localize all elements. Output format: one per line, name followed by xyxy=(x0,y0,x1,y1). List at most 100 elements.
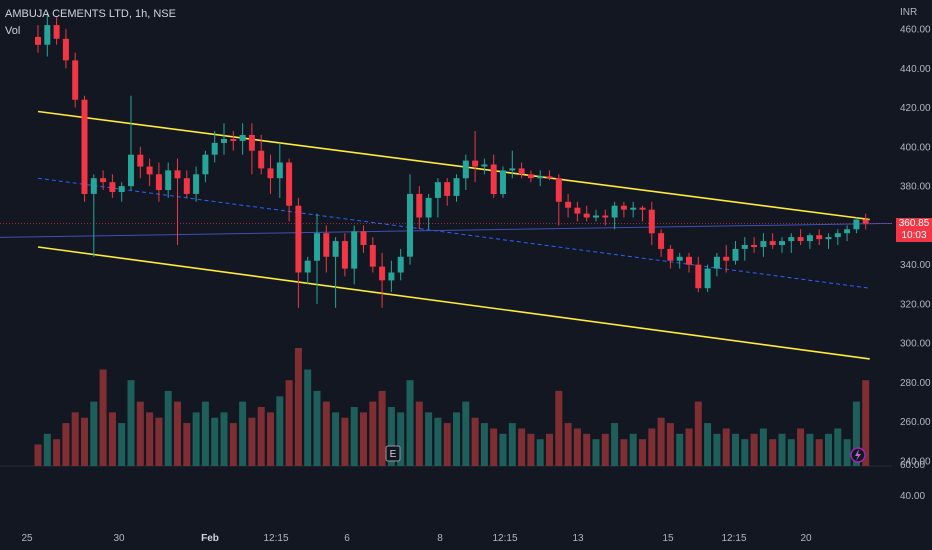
volume-bar xyxy=(852,401,860,466)
candle xyxy=(713,252,720,277)
channel-upper-line[interactable] xyxy=(37,110,870,221)
price-tick: 260.00 xyxy=(900,417,931,428)
price-axis: INR460.00440.00420.00400.00380.00360.003… xyxy=(900,7,931,502)
candle xyxy=(239,123,246,155)
volume-bar xyxy=(71,412,79,466)
candle xyxy=(109,174,116,198)
price-tick: 380.00 xyxy=(900,182,931,193)
volume-bar xyxy=(741,439,749,466)
candle xyxy=(193,166,200,202)
volume-bar xyxy=(490,428,498,466)
candle xyxy=(593,209,599,222)
candle xyxy=(351,225,358,285)
volume-bar xyxy=(322,401,330,466)
volume-bar xyxy=(146,412,154,466)
horizontal-line[interactable] xyxy=(0,222,893,238)
volume-bar xyxy=(862,380,870,466)
currency-label: INR xyxy=(900,7,917,18)
volume-label: Vol xyxy=(5,25,21,37)
channel-lower-line[interactable] xyxy=(37,246,870,360)
candle xyxy=(174,158,181,245)
time-tick: 12:15 xyxy=(263,533,288,544)
volume-bar xyxy=(843,439,851,466)
candle xyxy=(658,229,665,257)
candle xyxy=(583,205,590,222)
candle xyxy=(323,225,330,273)
candle xyxy=(397,248,404,281)
volume-bar xyxy=(276,396,284,466)
candle xyxy=(686,252,692,273)
price-tag-value: 360.85 xyxy=(898,218,930,229)
volume-bar xyxy=(564,423,572,466)
candle xyxy=(844,225,851,242)
volume-bar xyxy=(787,439,795,466)
volume-bar xyxy=(183,423,191,466)
volume-bar xyxy=(629,433,637,466)
volume-bar xyxy=(220,412,228,466)
candle xyxy=(165,162,172,198)
candle xyxy=(602,209,609,226)
candle xyxy=(128,95,134,190)
candle xyxy=(369,237,376,273)
candle xyxy=(723,245,730,273)
earnings-badge-box[interactable] xyxy=(385,445,401,462)
volume-bar xyxy=(797,428,805,466)
candle xyxy=(62,29,69,69)
volume-bar xyxy=(499,433,507,466)
candle xyxy=(806,233,813,249)
volume-bar xyxy=(694,401,702,466)
candle xyxy=(639,205,646,222)
candle xyxy=(146,158,153,187)
candle xyxy=(695,256,702,293)
volume-bar xyxy=(536,439,544,466)
candle xyxy=(620,201,627,218)
candle xyxy=(481,158,488,175)
time-tick: 13 xyxy=(572,533,584,544)
candle xyxy=(546,170,553,181)
volume-bar xyxy=(43,433,51,466)
candle xyxy=(574,201,581,222)
volume-bar xyxy=(518,428,526,466)
volume-bar xyxy=(546,433,553,466)
volume-bar xyxy=(192,412,200,466)
candle xyxy=(81,95,88,202)
candle xyxy=(248,123,255,175)
volume-bar xyxy=(657,417,665,466)
candle xyxy=(388,260,395,293)
volume-bar xyxy=(201,401,209,466)
price-tick: 340.00 xyxy=(900,260,931,271)
volume-bar xyxy=(211,417,219,466)
candle xyxy=(314,213,320,304)
volume-bar xyxy=(108,412,116,466)
time-tick: 12:15 xyxy=(492,533,517,544)
trend-lines xyxy=(0,110,893,360)
candle xyxy=(509,150,516,179)
candle xyxy=(155,162,162,202)
price-tag-countdown: 10:03 xyxy=(901,230,927,241)
candle xyxy=(211,131,218,163)
candle xyxy=(118,182,125,202)
volume-bar xyxy=(174,401,181,466)
volume-bar xyxy=(769,439,777,466)
volume-bar xyxy=(583,433,591,466)
volume-bar xyxy=(378,390,386,466)
candle xyxy=(825,233,832,249)
candle xyxy=(202,150,209,183)
volume-bar xyxy=(611,423,619,466)
volume-bar xyxy=(732,433,739,466)
volume-bar xyxy=(136,401,144,466)
volume-bar xyxy=(332,412,340,466)
candle xyxy=(434,178,441,218)
time-axis: 25 30 Feb 12:15 6 8 12:15 13 15 12:15 20 xyxy=(21,533,812,544)
candle xyxy=(453,174,460,202)
lightning-glyph xyxy=(855,449,861,461)
time-tick: 25 xyxy=(21,533,33,544)
volume-bar xyxy=(415,401,423,466)
time-tick: 15 xyxy=(662,533,674,544)
volume-bar xyxy=(341,417,349,466)
volume-bar xyxy=(806,433,814,466)
candle xyxy=(221,123,227,155)
volume-bars xyxy=(34,348,870,466)
earnings-badge[interactable]: E xyxy=(390,449,397,460)
